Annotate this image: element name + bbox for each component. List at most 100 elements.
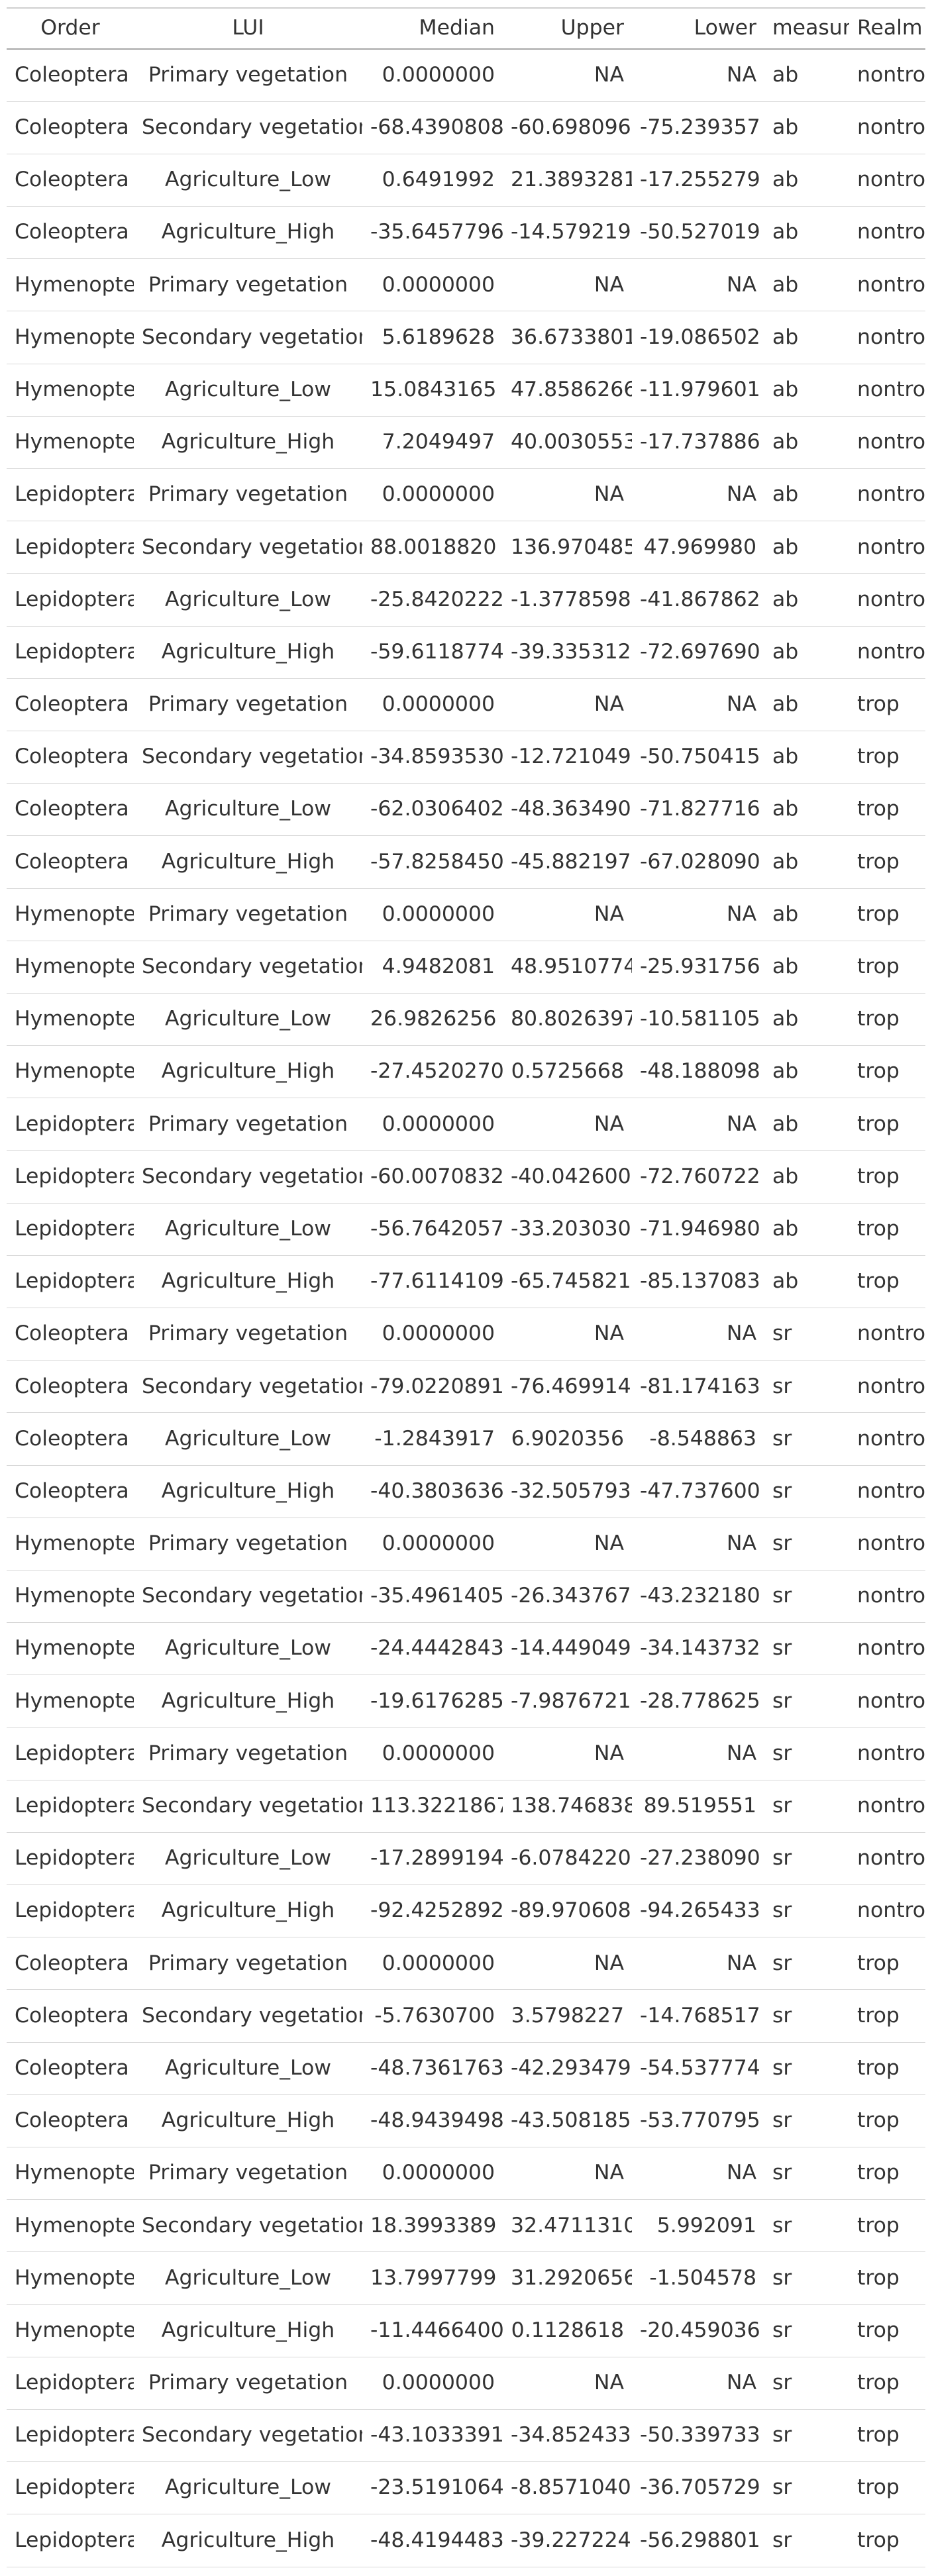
realm-cell: nontrop: [849, 1570, 925, 1623]
lower-cell: NA: [632, 1518, 764, 1571]
measure-cell: ab: [764, 993, 849, 1047]
upper-cell: 136.9704850: [503, 521, 632, 574]
median-cell: 5.6189628: [362, 311, 503, 364]
upper-cell: 47.8586266: [503, 364, 632, 417]
order-cell: Lepidoptera: [7, 2357, 134, 2410]
lower-cell: -67.028090: [632, 835, 764, 889]
realm-cell: trop: [849, 1255, 925, 1309]
table-row: Lepidoptera Secondary vegetation -60.00708…: [7, 1150, 925, 1204]
measure-cell: sr: [764, 1570, 849, 1623]
realm-cell: trop: [849, 2094, 925, 2148]
median-cell: 0.0000000: [362, 2147, 503, 2200]
measure-cell: sr: [764, 1727, 849, 1780]
lower-cell: -50.527019: [632, 206, 764, 260]
median-cell: -40.3803636: [362, 1465, 503, 1518]
table-row: Coleoptera Primary vegetation 0.0000000 NA N…: [7, 1937, 925, 1990]
upper-cell: NA: [503, 1518, 632, 1571]
measure-cell: ab: [764, 731, 849, 784]
measure-cell: sr: [764, 1832, 849, 1886]
order-cell: Coleoptera: [7, 206, 134, 260]
table-row: HymenopteraPrimary vegetation0.0000000NA…: [7, 258, 925, 312]
upper-cell: NA: [503, 49, 632, 102]
lower-cell: -48.188098: [632, 1045, 764, 1099]
table-row: Lepidoptera Primary vegetation 0.0000000 NA…: [7, 1098, 925, 1151]
table-row: HymenopteraAgriculture_Low15.084316547.8…: [7, 364, 925, 417]
lui-cell: Agriculture_High: [134, 1255, 362, 1309]
upper-cell: NA: [503, 2357, 632, 2410]
column-header-measure: measure: [764, 7, 849, 50]
measure-cell: sr: [764, 2304, 849, 2357]
measure-cell: ab: [764, 678, 849, 731]
lower-cell: -8.548863: [632, 1412, 764, 1466]
order-cell: Hymenoptera: [7, 258, 134, 312]
lui-cell: Agriculture_Low: [134, 783, 362, 837]
order-cell: Lepidoptera: [7, 573, 134, 627]
measure-cell: sr: [764, 2042, 849, 2095]
table-row: HymenopteraAgriculture_High-19.6176285-7…: [7, 1674, 925, 1728]
lower-cell: NA: [632, 49, 764, 102]
measure-cell: ab: [764, 941, 849, 994]
table-row: HymenopteraAgriculture_High7.204949740.0…: [7, 416, 925, 470]
lui-cell: Agriculture_Low: [134, 1203, 362, 1256]
lower-cell: -10.581105: [632, 993, 764, 1047]
lower-cell: NA: [632, 258, 764, 312]
table-row: Coleoptera Agriculture_High -35.6457796 -14…: [7, 206, 925, 260]
median-cell: 18.3993389: [362, 2199, 503, 2253]
median-cell: 0.0000000: [362, 888, 503, 941]
median-cell: 13.7997799: [362, 2251, 503, 2305]
lui-cell: Agriculture_Low: [134, 993, 362, 1047]
order-cell: Hymenoptera: [7, 1518, 134, 1571]
column-header-median: Median: [362, 7, 503, 50]
lui-cell: Agriculture_High: [134, 416, 362, 470]
table-row: Lepidoptera Primary vegetation 0.0000000 NA…: [7, 2357, 925, 2410]
realm-cell: trop: [849, 2199, 925, 2253]
realm-cell: nontrop: [849, 1465, 925, 1518]
upper-cell: NA: [503, 1727, 632, 1780]
table-row: Lepidoptera Agriculture_High -77.6114109 -6…: [7, 1255, 925, 1309]
realm-cell: nontrop: [849, 468, 925, 522]
median-cell: -92.4252892: [362, 1884, 503, 1938]
lui-cell: Primary vegetation: [134, 1308, 362, 1361]
lui-cell: Primary vegetation: [134, 1937, 362, 1990]
table-row: Lepidoptera Agriculture_High -59.6118774 -3…: [7, 626, 925, 679]
order-cell: Coleoptera: [7, 1308, 134, 1361]
order-cell: Coleoptera: [7, 835, 134, 889]
realm-cell: nontrop: [849, 521, 925, 574]
lower-cell: -50.339733: [632, 2409, 764, 2463]
median-cell: -62.0306402: [362, 783, 503, 837]
column-header-realm: Realm: [849, 7, 925, 50]
realm-cell: trop: [849, 1937, 925, 1990]
realm-cell: nontrop: [849, 1674, 925, 1728]
table-row: Lepidoptera Agriculture_Low -17.2899194 -6.…: [7, 1832, 925, 1886]
median-cell: -79.0220891: [362, 1360, 503, 1414]
order-cell: Coleoptera: [7, 2042, 134, 2095]
upper-cell: NA: [503, 678, 632, 731]
median-cell: -11.4466400: [362, 2304, 503, 2357]
lui-cell: Agriculture_Low: [134, 1622, 362, 1676]
table-row: HymenopteraSecondary vegetation-35.49614…: [7, 1570, 925, 1623]
lui-cell: Agriculture_High: [134, 1465, 362, 1518]
measure-cell: ab: [764, 258, 849, 312]
median-cell: -35.4961405: [362, 1570, 503, 1623]
median-cell: 0.6491992: [362, 154, 503, 207]
median-cell: -56.7642057: [362, 1203, 503, 1256]
upper-cell: 3.5798227: [503, 1989, 632, 2043]
upper-cell: -43.5081856: [503, 2094, 632, 2148]
order-cell: Coleoptera: [7, 1360, 134, 1414]
measure-cell: sr: [764, 1884, 849, 1938]
median-cell: -60.0070832: [362, 1150, 503, 1204]
median-cell: -27.4520270: [362, 1045, 503, 1099]
realm-cell: trop: [849, 2304, 925, 2357]
realm-cell: trop: [849, 2251, 925, 2305]
realm-cell: trop: [849, 2357, 925, 2410]
realm-cell: trop: [849, 835, 925, 889]
upper-cell: NA: [503, 258, 632, 312]
lui-cell: Agriculture_High: [134, 835, 362, 889]
table-row: Coleoptera Agriculture_Low -62.0306402 -48.…: [7, 783, 925, 837]
upper-cell: -39.2272248: [503, 2514, 632, 2567]
median-cell: 0.0000000: [362, 1937, 503, 1990]
realm-cell: nontrop: [849, 258, 925, 312]
lower-cell: -19.086502: [632, 311, 764, 364]
order-cell: Coleoptera: [7, 101, 134, 154]
lui-cell: Agriculture_Low: [134, 573, 362, 627]
